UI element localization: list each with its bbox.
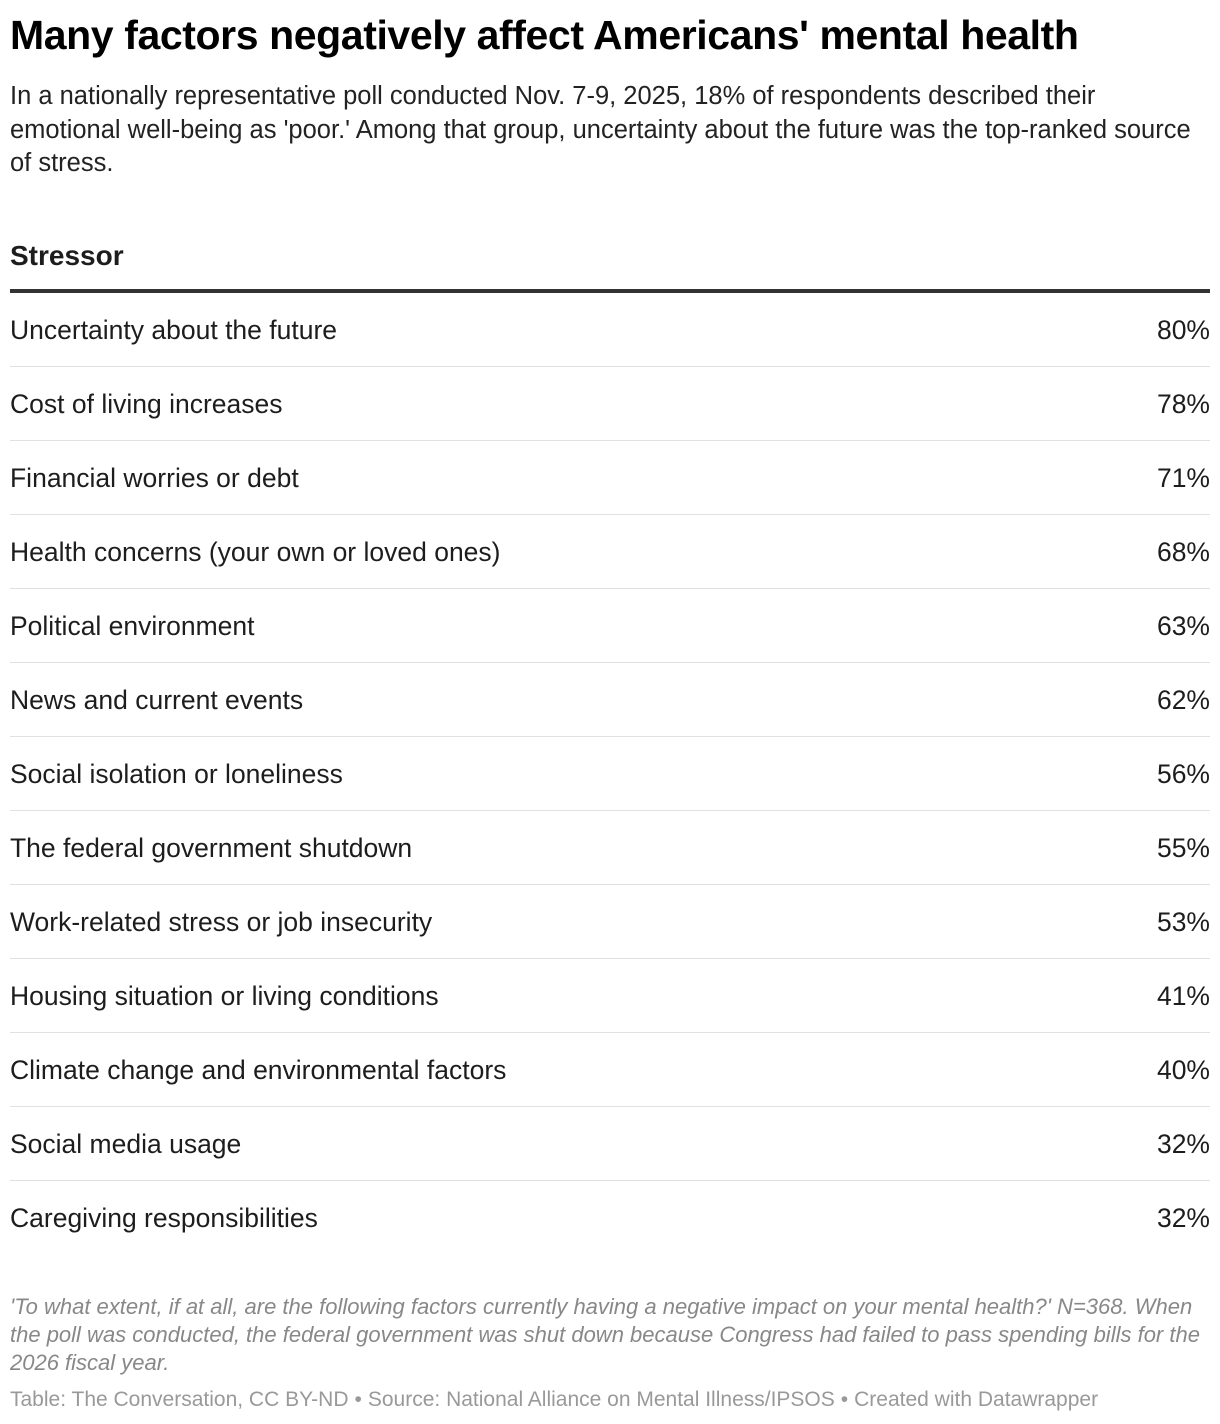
stressor-percent: 53%: [1156, 907, 1210, 937]
stressor-label: Housing situation or living conditions: [10, 981, 439, 1011]
chart-subtitle: In a nationally representative poll cond…: [10, 82, 1191, 177]
footer-separator: •: [354, 1388, 362, 1411]
stressor-label: Uncertainty about the future: [10, 315, 338, 345]
stressor-label: Political environment: [10, 611, 255, 641]
stressor-label: Caregiving responsibilities: [10, 1203, 318, 1233]
stressor-percent: 80%: [1156, 315, 1210, 345]
chart-title: Many factors negatively affect Americans…: [10, 12, 1079, 58]
table-row: Cost of living increases 78%: [10, 367, 1210, 441]
stressor-label: Financial worries or debt: [10, 463, 299, 493]
table-row: Climate change and environmental factors…: [10, 1033, 1210, 1107]
stressor-label: Social isolation or loneliness: [10, 759, 343, 789]
table-row: The federal government shutdown 55%: [10, 811, 1210, 885]
stressor-percent: 63%: [1156, 611, 1210, 641]
footer-separator: •: [840, 1388, 849, 1411]
table-row: News and current events 62%: [10, 663, 1210, 737]
table-row: Political environment 63%: [10, 589, 1210, 663]
column-header-stressor: Stressor: [10, 240, 124, 271]
table-row: Social media usage 32%: [10, 1107, 1210, 1181]
stressor-label: Climate change and environmental factors: [10, 1055, 507, 1085]
table-row: Health concerns (your own or loved ones)…: [10, 515, 1210, 589]
table-row: Housing situation or living conditions 41…: [10, 959, 1210, 1033]
source-credit: Source: National Alliance on Mental Illn…: [367, 1388, 835, 1411]
chart-notes: 'To what extent, if at all, are the foll…: [10, 1294, 1200, 1375]
chart-footer: Table: The Conversation, CC BY-ND • Source…: [10, 1385, 1210, 1415]
stressor-percent: 68%: [1156, 537, 1210, 567]
stressor-percent: 32%: [1156, 1203, 1210, 1233]
stressor-label: Cost of living increases: [10, 389, 283, 419]
table-row: Social isolation or loneliness 56%: [10, 737, 1210, 811]
datawrapper-link[interactable]: Created with Datawrapper: [854, 1388, 1099, 1411]
stressor-percent: 41%: [1156, 981, 1210, 1011]
stressor-label: The federal government shutdown: [10, 833, 413, 863]
table-row: Uncertainty about the future 80%: [10, 293, 1210, 367]
stressor-percent: 71%: [1156, 463, 1210, 493]
table-credit: Table: The Conversation, CC BY-ND: [10, 1388, 349, 1411]
stressor-percent: 55%: [1156, 833, 1210, 863]
table-row: Financial worries or debt 71%: [10, 441, 1210, 515]
stressor-percent: 56%: [1156, 759, 1210, 789]
stressor-label: Health concerns (your own or loved ones): [10, 537, 501, 567]
stressor-percent: 32%: [1156, 1129, 1210, 1159]
table-row: Work-related stress or job insecurity 53%: [10, 885, 1210, 959]
stressor-percent: 62%: [1156, 685, 1210, 715]
stressor-label: News and current events: [10, 685, 304, 715]
stressor-percent: 78%: [1156, 389, 1210, 419]
stressor-label: Work-related stress or job insecurity: [10, 907, 433, 937]
stressor-percent: 40%: [1156, 1055, 1210, 1085]
header-divider: [10, 289, 1210, 293]
stressor-label: Social media usage: [10, 1129, 242, 1159]
table-row: Caregiving responsibilities 32%: [10, 1181, 1210, 1255]
